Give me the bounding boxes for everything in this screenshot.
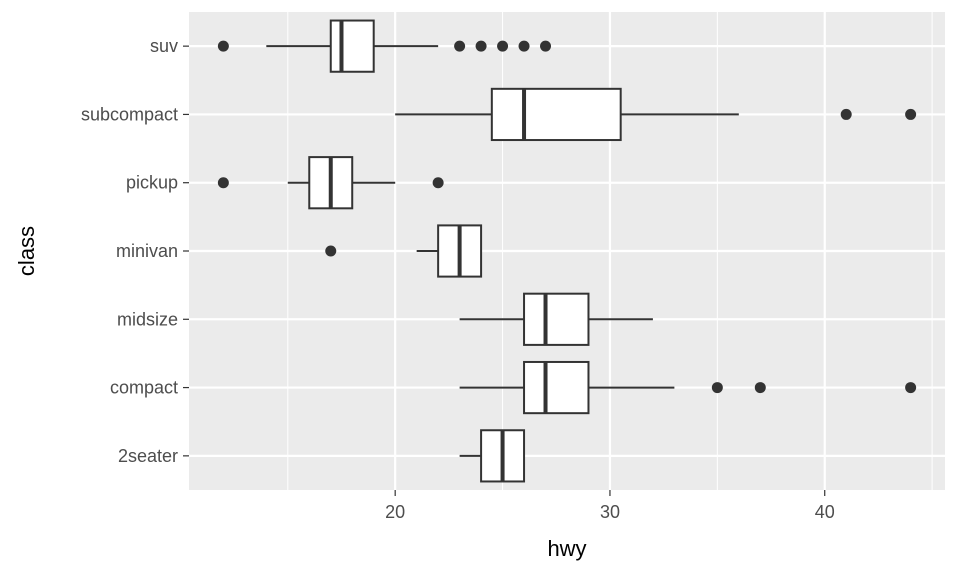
box-subcompact	[395, 87, 917, 142]
outlier-point	[454, 40, 466, 52]
y-tick-label: minivan	[116, 241, 178, 261]
box-pickup	[217, 156, 444, 210]
box-2seater	[459, 429, 526, 483]
x-tick-label: 40	[815, 502, 835, 522]
y-axis-title: class	[14, 226, 39, 276]
iqr-box	[329, 19, 375, 73]
x-axis-title: hwy	[547, 536, 586, 561]
y-tick-label: pickup	[126, 173, 178, 193]
axes: 20 30 40 2seater compact midsize minivan pickup…	[81, 36, 835, 522]
y-tick-label: midsize	[117, 309, 178, 329]
outlier-point	[711, 382, 723, 394]
box-midsize	[459, 292, 653, 346]
outlier-point	[497, 40, 509, 52]
outlier-point	[905, 108, 917, 120]
box-minivan	[325, 224, 483, 278]
outlier-point	[905, 382, 917, 394]
outlier-point	[325, 245, 337, 257]
y-tick-label: suv	[150, 36, 178, 56]
iqr-box	[523, 292, 590, 346]
outlier-point	[217, 40, 229, 52]
boxes	[217, 19, 917, 483]
y-tick-label: 2seater	[118, 446, 178, 466]
x-tick-label: 30	[600, 502, 620, 522]
iqr-box	[490, 87, 622, 142]
iqr-box	[523, 360, 590, 415]
outlier-point	[217, 177, 229, 189]
x-tick-label: 20	[385, 502, 405, 522]
outlier-point	[475, 40, 487, 52]
outlier-point	[540, 40, 552, 52]
y-tick-label: compact	[110, 378, 178, 398]
box-compact	[459, 360, 917, 415]
outlier-point	[432, 177, 444, 189]
box-suv	[217, 19, 552, 73]
y-tick-label: subcompact	[81, 104, 178, 124]
outlier-point	[840, 108, 852, 120]
outlier-point	[754, 382, 766, 394]
outlier-point	[518, 40, 530, 52]
